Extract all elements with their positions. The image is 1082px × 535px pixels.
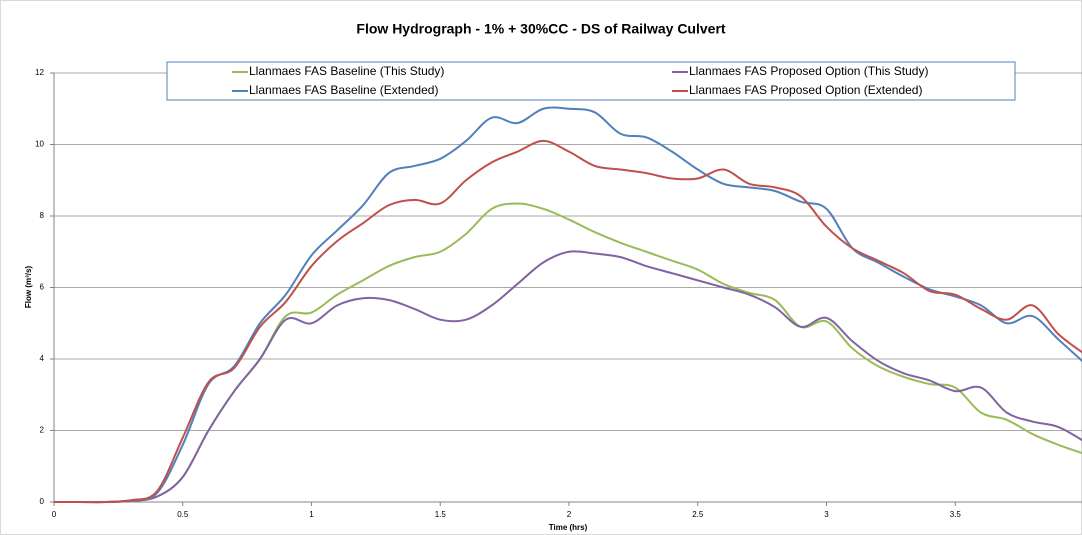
- x-tick-label: 0: [52, 510, 57, 519]
- x-tick-label: 1.5: [435, 510, 447, 519]
- x-tick-label: 1: [309, 510, 314, 519]
- legend-label: Llanmaes FAS Baseline (Extended): [249, 83, 438, 97]
- x-axis-label: Time (hrs): [549, 523, 588, 532]
- x-tick-label: 3.5: [950, 510, 962, 519]
- x-tick-label: 2: [567, 510, 572, 519]
- y-tick-label: 0: [40, 497, 45, 506]
- x-tick-label: 3: [824, 510, 829, 519]
- y-tick-label: 6: [40, 283, 45, 292]
- legend-label: Llanmaes FAS Proposed Option (This Study…: [689, 64, 928, 78]
- y-tick-label: 8: [40, 211, 45, 220]
- x-tick-label: 2.5: [692, 510, 704, 519]
- legend-box: [166, 61, 1016, 101]
- legend-label: Llanmaes FAS Baseline (This Study): [249, 64, 444, 78]
- y-tick-label: 4: [40, 354, 45, 363]
- x-tick-label: 0.5: [177, 510, 189, 519]
- y-tick-label: 2: [40, 426, 45, 435]
- series-line: [54, 250, 1082, 504]
- y-tick-label: 10: [35, 140, 44, 149]
- y-axis-label: Flow (m³/s): [24, 266, 33, 309]
- chart-title: Flow Hydrograph - 1% + 30%CC - DS of Rai…: [356, 21, 725, 37]
- series-line: [54, 139, 1082, 504]
- legend-label: Llanmaes FAS Proposed Option (Extended): [689, 83, 922, 97]
- y-tick-label: 12: [35, 68, 44, 77]
